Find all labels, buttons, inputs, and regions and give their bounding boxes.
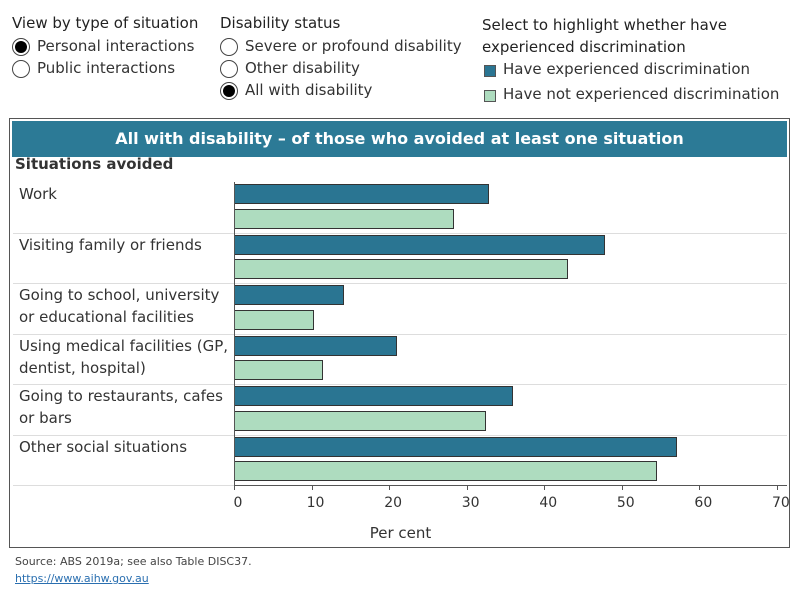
bar (234, 410, 487, 431)
bar (234, 285, 345, 305)
x-tick-label: 60 (694, 495, 713, 511)
category-label: Work (19, 185, 57, 203)
bar (234, 184, 490, 204)
radio-button[interactable] (12, 60, 30, 78)
y-axis-title: Situations avoided (15, 155, 174, 173)
bar (234, 386, 514, 406)
x-tick-label: 40 (539, 495, 558, 511)
bar (234, 208, 455, 229)
x-tick (389, 485, 391, 490)
category-label: Other social situations (19, 437, 188, 456)
category-label: Visiting family or friends (19, 235, 202, 254)
control-title: Select to highlight whether have experie… (482, 16, 727, 56)
x-tick-label: 70 (771, 495, 790, 511)
radio-label[interactable]: Public interactions (37, 59, 176, 77)
x-tick-label: 30 (461, 495, 480, 511)
category-label: Going to school, university or education… (19, 286, 220, 326)
control-title: View by type of situation (12, 14, 199, 32)
x-tick (776, 485, 778, 490)
row-separator (13, 283, 787, 284)
category-label: Using medical facilities (GP, dentist, h… (19, 336, 229, 377)
category-label: Going to restaurants, cafes or bars (19, 387, 223, 427)
radio-button[interactable] (220, 38, 238, 56)
legend-swatch[interactable] (484, 90, 496, 102)
bar (234, 234, 605, 255)
source: Source: ABS 2019a; see also Table DISC37… (15, 555, 252, 568)
x-tick (544, 485, 546, 490)
x-axis-title: Per cent (369, 524, 432, 542)
bar (234, 461, 657, 481)
x-tick-label: 20 (384, 495, 403, 511)
row-separator (13, 384, 787, 385)
radio-button[interactable] (220, 82, 238, 100)
x-tick (466, 485, 468, 490)
x-tick (621, 485, 623, 490)
row-separator (13, 434, 787, 436)
x-tick (311, 485, 313, 490)
radio-label[interactable]: Personal interactions (37, 37, 195, 55)
x-tick (699, 485, 701, 490)
control-title: Disability status (220, 14, 341, 32)
row-separator (13, 333, 787, 335)
x-tick-label: 50 (616, 495, 635, 511)
legend-label[interactable]: Have not experienced discrimination (503, 85, 780, 103)
radio-button[interactable] (220, 60, 238, 78)
bar (234, 309, 314, 330)
chart-panel: All with disability – of those who avoid… (9, 118, 790, 548)
x-tick-label: 0 (233, 495, 243, 511)
x-axis-line (234, 485, 787, 486)
y-axis-line (234, 182, 235, 485)
radio-label[interactable]: All with disability (245, 81, 373, 99)
radio-label[interactable]: Severe or profound disability (245, 37, 462, 55)
legend-label[interactable]: Have experienced discrimination (503, 60, 751, 78)
bar (234, 360, 324, 380)
link[interactable]: https://www.aihw.gov.au (15, 572, 149, 585)
x-tick (234, 485, 235, 490)
x-tick-label: 10 (306, 495, 325, 511)
bar (234, 335, 397, 356)
legend-swatch[interactable] (484, 65, 496, 77)
bar (234, 436, 677, 457)
chart-title: All with disability – of those who avoid… (12, 121, 787, 157)
radio-button[interactable] (12, 38, 30, 56)
radio-label[interactable]: Other disability (245, 59, 360, 77)
row-separator (13, 232, 787, 234)
bar (234, 259, 568, 279)
